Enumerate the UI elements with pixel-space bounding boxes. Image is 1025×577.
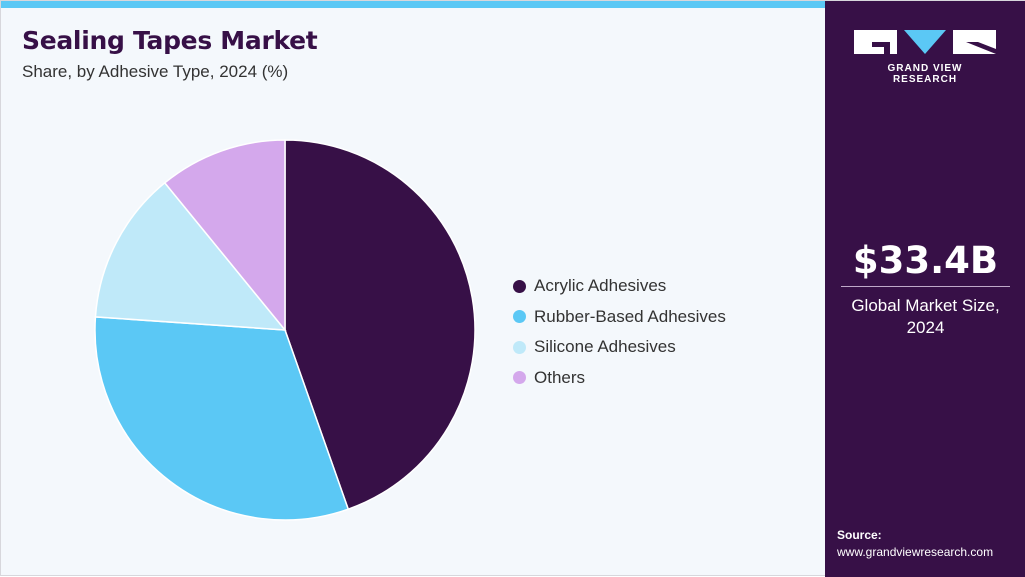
chart-legend: Acrylic Adhesives Rubber-Based Adhesives S… (513, 271, 726, 393)
pie-chart (94, 139, 476, 521)
legend-swatch (513, 310, 526, 324)
legend-label: Others (534, 367, 586, 387)
legend-label: Rubber-Based Adhesives (534, 306, 726, 326)
legend-swatch (513, 371, 526, 385)
legend-label: Acrylic Adhesives (534, 276, 667, 296)
market-size-label: Global Market Size, 2024 (851, 296, 1000, 337)
legend-swatch (513, 340, 526, 354)
legend-item: Rubber-Based Adhesives (513, 302, 726, 333)
logo-wordmark: GRAND VIEW RESEARCH (887, 63, 963, 85)
legend-label: Silicone Adhesives (534, 337, 676, 357)
legend-item: Silicone Adhesives (513, 332, 726, 363)
gvr-logo-icon (854, 30, 996, 54)
company-logo: GRAND VIEW RESEARCH (854, 29, 996, 85)
legend-item: Acrylic Adhesives (513, 271, 726, 302)
market-size-value: $33.4B (852, 239, 999, 282)
chart-subtitle: Share, by Adhesive Type, 2024 (%) (22, 62, 289, 81)
sidebar-panel: GRAND VIEW RESEARCH $33.4B Global Market… (825, 1, 1025, 577)
accent-bar (1, 1, 825, 8)
legend-item: Others (513, 363, 726, 394)
pie-slice-acrylic-adhesives (284, 139, 476, 511)
legend-swatch (513, 279, 526, 293)
divider (841, 286, 1010, 287)
pie-slice-silicone-adhesives (94, 181, 287, 331)
source-url[interactable]: www.grandviewresearch.com (837, 545, 994, 559)
pie-slice-rubber-based-adhesives (94, 316, 350, 521)
pie-slice-others (163, 139, 286, 333)
chart-title: Sealing Tapes Market (22, 26, 318, 55)
source-label: Source: (837, 528, 882, 542)
